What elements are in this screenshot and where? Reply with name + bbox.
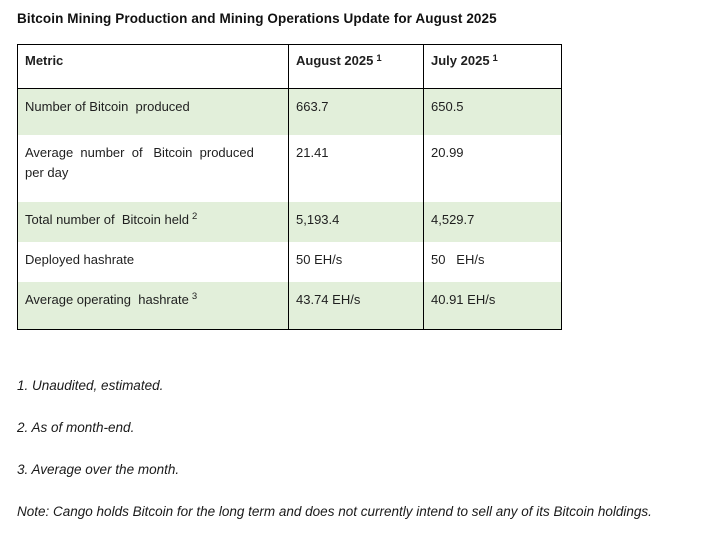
footnotes-section: 1. Unaudited, estimated. 2. As of month-… [17, 376, 712, 533]
table-header: Metric August 2025 1 July 2025 1 [17, 44, 562, 89]
metric-cell: Average operating hashrate 3 [17, 281, 289, 330]
august-value-cell: 5,193.4 [288, 201, 424, 242]
july-value-cell: 20.99 [423, 134, 562, 202]
footnote-marker: 1 [492, 52, 498, 64]
july-value-cell: 650.5 [423, 88, 562, 135]
july-value-cell: 40.91 EH/s [423, 281, 562, 330]
metric-label: Deployed hashrate [25, 251, 135, 267]
table-body: Number of Bitcoin produced 663.7 650.5 A… [17, 88, 562, 330]
august-value-cell: 663.7 [288, 88, 424, 135]
july-value-cell: 50 EH/s [423, 241, 562, 282]
table-row-bitcoin-produced: Number of Bitcoin produced 663.7 650.5 [17, 88, 562, 135]
august-value-cell: 21.41 [288, 134, 424, 202]
metric-cell: Total number of Bitcoin held 2 [17, 201, 289, 242]
july-value-cell: 4,529.7 [423, 201, 562, 242]
table-row-deployed-hashrate: Deployed hashrate 50 EH/s 50 EH/s [17, 241, 562, 282]
metric-label: Average operating hashrate [25, 291, 189, 307]
header-label: August 2025 [296, 53, 374, 68]
header-cell-july-2025: July 2025 1 [423, 44, 562, 89]
footnote-1: 1. Unaudited, estimated. [17, 378, 164, 393]
metric-cell: Number of Bitcoin produced [17, 88, 289, 135]
footnote-marker: 2 [192, 211, 198, 222]
header-label: Metric [25, 53, 64, 68]
table-row-avg-operating-hashrate: Average operating hashrate 3 43.74 EH/s 4… [17, 281, 562, 330]
header-cell-metric: Metric [17, 44, 289, 89]
mining-metrics-table: Metric August 2025 1 July 2025 1 Number of… [17, 44, 562, 330]
august-value-cell: 50 EH/s [288, 241, 424, 282]
footnote-3: 3. Average over the month. [17, 462, 180, 477]
document-title: Bitcoin Mining Production and Mining Ope… [17, 11, 497, 26]
table-row-avg-bitcoin-per-day: Average number of Bitcoin produced per d… [17, 134, 562, 202]
footnote-2: 2. As of month-end. [17, 420, 135, 435]
header-cell-august-2025: August 2025 1 [288, 44, 424, 89]
metric-label: Average number of Bitcoin produced per d… [25, 144, 254, 180]
metric-label: Number of Bitcoin produced [25, 99, 190, 114]
header-label: July 2025 [431, 53, 490, 68]
august-value-cell: 43.74 EH/s [288, 281, 424, 330]
metric-label: Total number of Bitcoin held [25, 211, 190, 227]
footnote-marker: 1 [376, 52, 382, 64]
table-row-total-bitcoin-held: Total number of Bitcoin held 2 5,193.4 4,… [17, 201, 562, 242]
footnote-marker: 3 [191, 291, 198, 302]
metric-cell: Average number of Bitcoin produced per d… [17, 134, 289, 202]
header-row: Metric August 2025 1 July 2025 1 [17, 44, 562, 89]
metric-cell: Deployed hashrate [17, 241, 289, 282]
note-holdings: Note: Cango holds Bitcoin for the long t… [17, 504, 652, 519]
